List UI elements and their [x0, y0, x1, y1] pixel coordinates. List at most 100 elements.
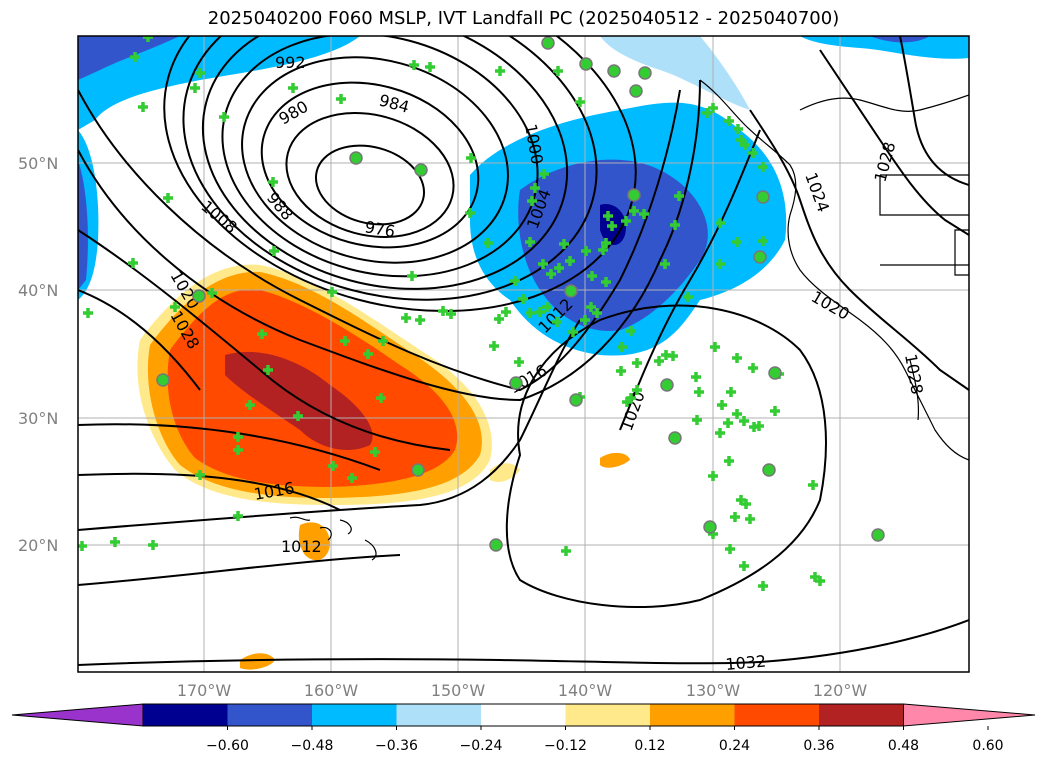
station-circle-marker — [156, 373, 170, 387]
colorbar-segment — [650, 704, 735, 726]
station-circle-marker — [509, 376, 523, 390]
colorbar-tick-label: −0.24 — [460, 738, 503, 754]
station-cross-marker — [708, 471, 718, 481]
lat-label: 40°N — [18, 281, 58, 300]
station-cross-marker — [336, 94, 346, 104]
station-circle-marker — [414, 163, 428, 177]
lat-label: 20°N — [18, 536, 58, 555]
station-cross-marker — [530, 183, 540, 193]
station-cross-marker — [138, 102, 148, 112]
station-cross-marker — [489, 341, 499, 351]
station-cross-marker — [739, 561, 749, 571]
station-cross-marker — [501, 307, 511, 317]
station-cross-marker — [674, 191, 684, 201]
station-cross-marker — [607, 221, 617, 231]
station-cross-marker — [575, 97, 585, 107]
colorbar-frame — [142, 703, 904, 727]
station-cross-marker — [717, 400, 727, 410]
station-cross-marker — [580, 315, 590, 325]
latitude-labels: 50°N 40°N 30°N 20°N — [18, 154, 58, 555]
station-cross-marker — [514, 357, 524, 367]
station-cross-marker — [195, 470, 205, 480]
station-cross-marker — [565, 256, 575, 266]
longitude-labels: 170°W 160°W 150°W 140°W 130°W 120°W — [177, 681, 868, 700]
station-cross-marker — [143, 36, 153, 42]
station-cross-marker — [726, 387, 736, 397]
colorbar-segment — [396, 704, 481, 726]
lat-label: 50°N — [18, 154, 58, 173]
station-cross-marker — [708, 103, 718, 113]
station-circle-marker — [703, 520, 717, 534]
lon-label: 170°W — [177, 681, 232, 700]
station-cross-marker — [616, 366, 626, 376]
station-cross-marker — [370, 447, 380, 457]
station-cross-marker — [219, 112, 229, 122]
station-cross-marker — [587, 271, 597, 281]
station-cross-marker — [660, 259, 670, 269]
station-cross-marker — [632, 385, 642, 395]
station-cross-marker — [483, 238, 493, 248]
station-cross-marker — [691, 372, 701, 382]
station-cross-marker — [598, 245, 608, 255]
station-cross-marker — [715, 428, 725, 438]
station-cross-marker — [409, 60, 419, 70]
station-cross-marker — [741, 499, 751, 509]
station-cross-marker — [601, 277, 611, 287]
station-cross-marker — [401, 313, 411, 323]
station-cross-marker — [730, 512, 740, 522]
colorbar-tick-label: −0.36 — [375, 738, 418, 754]
station-circle-marker — [192, 289, 206, 303]
station-cross-marker — [525, 237, 535, 247]
station-cross-marker — [128, 258, 138, 268]
plot-area: 992 980 984 976 988 1008 1000 1004 1012 … — [78, 36, 969, 672]
colorbar-segment — [565, 704, 650, 726]
station-cross-marker — [446, 309, 456, 319]
station-cross-marker — [603, 211, 613, 221]
station-cross-marker — [527, 196, 537, 206]
station-cross-marker — [654, 356, 664, 366]
station-cross-marker — [542, 302, 552, 312]
lon-label: 120°W — [813, 681, 868, 700]
colorbar-tick-label: −0.12 — [544, 738, 587, 754]
station-circle-marker — [762, 463, 776, 477]
station-cross-marker — [732, 353, 742, 363]
station-cross-marker — [622, 397, 632, 407]
isobars — [78, 36, 969, 666]
station-cross-marker — [539, 169, 549, 179]
station-cross-marker — [538, 259, 548, 269]
station-cross-marker — [510, 276, 520, 286]
station-cross-marker — [724, 456, 734, 466]
station-cross-marker — [758, 162, 768, 172]
station-cross-marker — [629, 206, 639, 216]
station-cross-marker — [745, 514, 755, 524]
station-cross-marker — [725, 544, 735, 554]
station-cross-marker — [694, 387, 704, 397]
station-circle-marker — [607, 64, 621, 78]
station-circle-marker — [349, 151, 363, 165]
station-cross-marker — [561, 546, 571, 556]
station-cross-marker — [668, 351, 678, 361]
colorbar-arrow-low — [11, 703, 144, 727]
station-cross-marker — [586, 302, 596, 312]
station-cross-marker — [207, 288, 217, 298]
station-cross-marker — [754, 421, 764, 431]
station-circle-marker — [541, 36, 555, 50]
colorbar-tick-label: −0.60 — [206, 738, 249, 754]
station-circle-marker — [756, 190, 770, 204]
colorbar-tick-label: 0.12 — [634, 738, 665, 754]
station-cross-marker — [748, 363, 758, 373]
station-cross-marker — [466, 153, 476, 163]
station-cross-marker — [288, 83, 298, 93]
station-cross-marker — [710, 342, 720, 352]
station-cross-marker — [553, 66, 563, 76]
station-cross-marker — [327, 287, 337, 297]
station-cross-marker — [592, 308, 602, 318]
station-cross-marker — [559, 239, 569, 249]
plot-frame — [77, 35, 970, 673]
station-circle-marker — [564, 284, 578, 298]
colorbar-tick-label: 0.60 — [972, 738, 1003, 754]
station-cross-marker — [715, 218, 725, 228]
station-cross-marker — [546, 269, 556, 279]
station-cross-marker — [195, 68, 205, 78]
station-circle-marker — [753, 250, 767, 264]
